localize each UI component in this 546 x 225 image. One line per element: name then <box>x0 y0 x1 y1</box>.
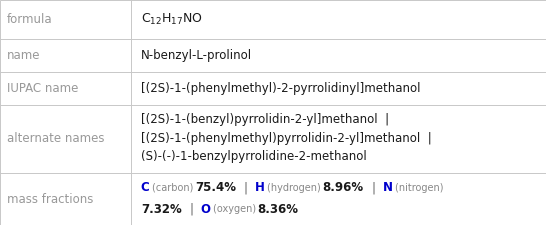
Text: (S)-(-)-1-benzylpyrrolidine-2-methanol: (S)-(-)-1-benzylpyrrolidine-2-methanol <box>141 150 366 163</box>
Text: (oxygen): (oxygen) <box>211 205 258 214</box>
Text: $\mathregular{C_{12}H_{17}NO}$: $\mathregular{C_{12}H_{17}NO}$ <box>141 12 203 27</box>
Text: 8.96%: 8.96% <box>323 181 364 194</box>
Text: formula: formula <box>7 13 52 26</box>
Text: 8.36%: 8.36% <box>258 203 299 216</box>
Text: H: H <box>255 181 265 194</box>
Text: (nitrogen): (nitrogen) <box>393 183 443 193</box>
Text: N-benzyl-L-prolinol: N-benzyl-L-prolinol <box>141 49 252 62</box>
Text: IUPAC name: IUPAC name <box>7 82 78 95</box>
Text: [(2S)-1-(phenylmethyl)pyrrolidin-2-yl]methanol  |: [(2S)-1-(phenylmethyl)pyrrolidin-2-yl]me… <box>141 132 432 144</box>
Text: (hydrogen): (hydrogen) <box>265 183 323 193</box>
Text: mass fractions: mass fractions <box>7 193 93 206</box>
Text: name: name <box>7 49 40 62</box>
Text: [(2S)-1-(benzyl)pyrrolidin-2-yl]methanol  |: [(2S)-1-(benzyl)pyrrolidin-2-yl]methanol… <box>141 113 389 126</box>
Text: C: C <box>141 181 150 194</box>
Text: 75.4%: 75.4% <box>195 181 236 194</box>
Text: O: O <box>200 203 211 216</box>
Text: [(2S)-1-(phenylmethyl)-2-pyrrolidinyl]methanol: [(2S)-1-(phenylmethyl)-2-pyrrolidinyl]me… <box>141 82 420 95</box>
Text: 7.32%: 7.32% <box>141 203 182 216</box>
Text: |: | <box>244 181 247 194</box>
Text: (carbon): (carbon) <box>150 183 195 193</box>
Text: |: | <box>189 203 193 216</box>
Text: |: | <box>371 181 375 194</box>
Text: alternate names: alternate names <box>7 133 104 145</box>
Text: N: N <box>383 181 393 194</box>
